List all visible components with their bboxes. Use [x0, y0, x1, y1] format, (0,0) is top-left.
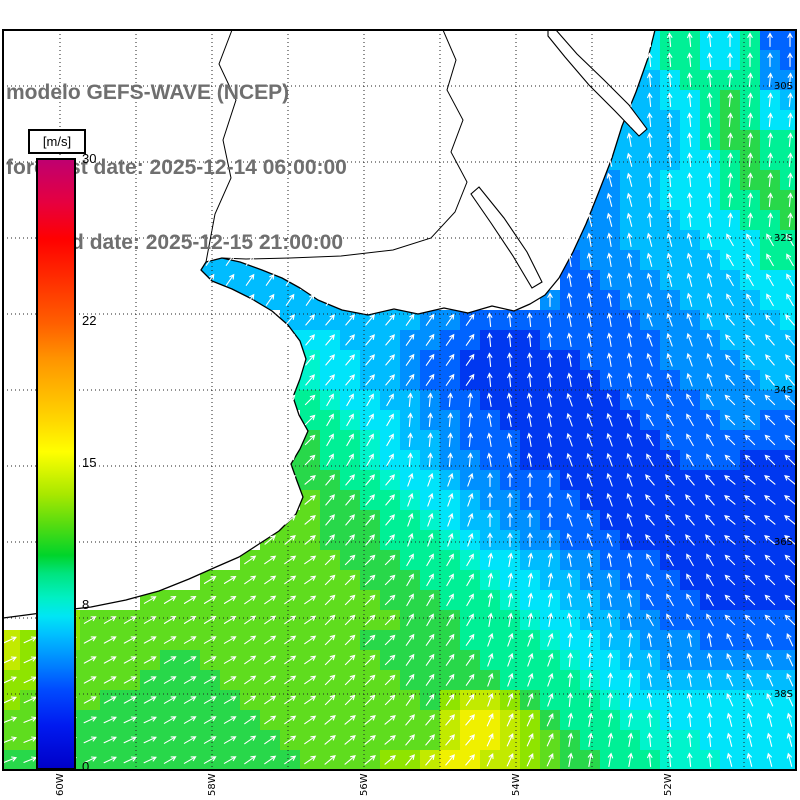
- colorbar-tick: 30: [82, 151, 97, 166]
- lagoon: [470, 186, 543, 289]
- title-forecast-date: forecast date: 2025-12-14 06:00:00: [6, 156, 347, 179]
- colorbar-tick: 8: [82, 596, 90, 612]
- lat-label: 38S: [774, 689, 793, 700]
- colorbar-tick: 15: [82, 455, 97, 470]
- lon-label: 54W: [511, 773, 522, 796]
- river: [205, 30, 237, 263]
- title-model: modelo GEFS-WAVE (NCEP): [6, 81, 290, 104]
- lat-label: 32S: [774, 233, 793, 244]
- lat-label: 36S: [774, 537, 793, 548]
- lat-label: 34S: [774, 385, 793, 396]
- lagoon: [547, 30, 648, 137]
- river: [221, 30, 468, 260]
- wind-arrows: [3, 32, 796, 768]
- lat-label: 30S: [774, 81, 793, 92]
- lon-label: 52W: [663, 773, 674, 796]
- colorbar-unit-label: [m/s]: [28, 129, 86, 154]
- lon-label: 58W: [207, 773, 218, 796]
- colorbar-gradient: [36, 158, 76, 770]
- grid-lines: [3, 30, 796, 770]
- colorbar-tick: 0: [82, 759, 90, 774]
- lon-label: 60W: [55, 773, 66, 796]
- lon-label: 56W: [359, 773, 370, 796]
- title-block: modelo GEFS-WAVE (NCEP) forecast date: 2…: [6, 30, 347, 305]
- colorbar-tick: 22: [82, 313, 97, 329]
- coastline-land: [3, 30, 656, 619]
- map-border: [2, 29, 797, 771]
